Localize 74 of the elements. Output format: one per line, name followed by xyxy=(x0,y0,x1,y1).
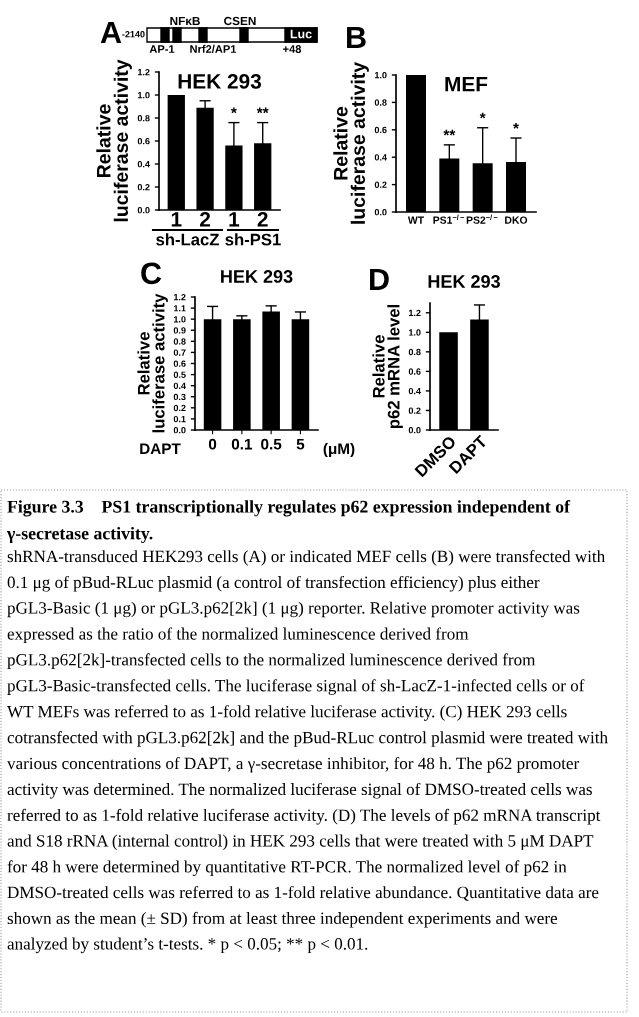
y-tick-label: 1.0 xyxy=(374,71,387,79)
x-tick-label: 0.1 xyxy=(231,438,253,450)
x-tick-label: WT xyxy=(407,216,424,224)
y-tick-label: 1.1 xyxy=(173,305,186,312)
y-tick-label: 0.3 xyxy=(173,393,186,401)
y-tick-label: 0.9 xyxy=(173,327,186,334)
text: sh-PS1 xyxy=(225,233,281,246)
y-axis-title: Relative p62 mRNA level xyxy=(372,305,403,429)
x-tick-label: PS2$^{−/−}$ xyxy=(466,214,498,224)
chart-title: HEK 293 xyxy=(178,73,262,89)
x-tick-label: 1 xyxy=(229,212,240,227)
text: B xyxy=(347,26,366,48)
y-tick-label: 0.2 xyxy=(137,183,150,191)
text: Figure 3.3 PS1 transcriptionally regulates p62 expression independent of γ-secretase activity. xyxy=(6,500,571,544)
y-tick-label: 1.0 xyxy=(137,91,150,99)
text: C xyxy=(141,262,162,285)
y-tick-label: 0.6 xyxy=(173,360,186,367)
y-tick-label: 0.4 xyxy=(374,154,387,161)
annotation: * xyxy=(230,107,237,114)
chart-title: HEK 293 xyxy=(428,275,500,288)
y-tick-label: 0.6 xyxy=(408,368,421,375)
annotation: * xyxy=(479,112,486,119)
text: A xyxy=(100,21,122,43)
y-tick-label: 1.0 xyxy=(173,316,186,323)
y-tick-label: 0.5 xyxy=(173,371,186,378)
chart-title: HEK 293 xyxy=(221,270,293,283)
y-tick-label: 0.7 xyxy=(173,349,186,356)
chart-title: MEF xyxy=(445,76,488,92)
text: CSEN xyxy=(224,16,256,26)
x-tick-label: DKO xyxy=(505,216,528,224)
text: -2140 xyxy=(122,31,145,38)
y-tick-label: 0.0 xyxy=(408,426,421,434)
y-tick-label: 0.0 xyxy=(173,426,186,434)
y-tick-label: 0.0 xyxy=(137,206,150,214)
y-tick-label: 0.8 xyxy=(374,99,387,106)
y-tick-label: 0.8 xyxy=(137,114,150,122)
y-tick-label: 1.0 xyxy=(408,329,421,336)
text: Nrf2/AP1 xyxy=(190,44,237,54)
annotation: ** xyxy=(256,107,269,114)
y-tick-label: 0.8 xyxy=(173,338,186,345)
text: D xyxy=(370,268,389,290)
y-tick-label: 0.6 xyxy=(137,137,150,145)
y-tick-label: 1.2 xyxy=(173,293,186,301)
y-tick-label: 0.4 xyxy=(137,160,150,168)
text: sh-LacZ xyxy=(156,233,219,246)
x-tick-label: 2 xyxy=(200,211,211,227)
x-tick-label: PS1$^{−/−}$ xyxy=(433,214,465,224)
x-tick-label: 1 xyxy=(171,212,182,227)
y-tick-label: 0.2 xyxy=(408,407,421,414)
annotation: ** xyxy=(443,129,456,136)
y-tick-label: 0.2 xyxy=(173,404,186,412)
y-tick-label: 0.0 xyxy=(374,208,387,216)
y-tick-label: 1.2 xyxy=(137,68,150,76)
x-tick-label: 2 xyxy=(257,211,268,227)
y-tick-label: 1.2 xyxy=(408,309,421,317)
text: shRNA-transduced HEK293 cells (A) or indicated MEF cells (B) were transfected with 0.1 μg of pBud-RLuc plasmid (a control of transfection efficiency) plus either pGL3-Basic (1 μg) or pGL3.p62[2k] (1 μg) reporter. Relative promoter activity was expressed as the ratio of the normalized luminescence derived from pGL3.p62[2k]-transfected cells to the normalized luminescence derived from pGL3-Basic-transfected cells. The luciferase signal of sh-LacZ-1-infected cells or of WT MEFs was referred to as 1-fold relative luciferase activity. (C) HEK 293 cells cotransfected with pGL3.p62[2k] and the pBud-RLuc control plasmid were treated with various concentrations of DAPT, a γ-secretase inhibitor, for 48 h. The p62 promoter activity was determined. The normalized luciferase signal of DMSO-treated cells was referred to as 1-fold relative luciferase activity. (D) The levels of p62 mRNA transcript and S18 rRNA (internal control) in HEK 293 cells that were treated with 5 μM DAPT for 48 h were determined by quantitative RT-PCR. The normalized level of p62 in DMSO-treated cells was referred to as 1-fold relative abundance. Quantitative data are shown as the mean (± SD) from at least three independent experiments and were analyzed by student’s t-tests. * p < 0.05; ** p < 0.01. xyxy=(7,550,608,954)
y-tick-label: 0.6 xyxy=(374,126,387,134)
y-axis-title: Relative luciferase activity xyxy=(137,293,168,433)
x-tick-label: 5 xyxy=(296,438,305,450)
text: Luc xyxy=(290,29,312,39)
y-axis-title: Relative luciferase activity xyxy=(96,59,132,222)
y-tick-label: 0.4 xyxy=(408,387,421,395)
text: AP-1 xyxy=(149,45,175,53)
x-tick-label: 0.5 xyxy=(261,438,282,450)
y-tick-label: 0.2 xyxy=(374,181,387,188)
text: +48 xyxy=(283,45,302,53)
annotation: * xyxy=(513,122,519,129)
text: (μM) xyxy=(323,442,355,458)
x-tick-label: 0 xyxy=(208,438,217,450)
y-axis-title: Relative luciferase activity xyxy=(333,61,369,224)
y-tick-label: 0.1 xyxy=(173,415,186,423)
y-tick-label: 0.8 xyxy=(408,348,421,356)
y-tick-label: 0.4 xyxy=(173,382,186,390)
text: NFκB xyxy=(170,16,200,26)
